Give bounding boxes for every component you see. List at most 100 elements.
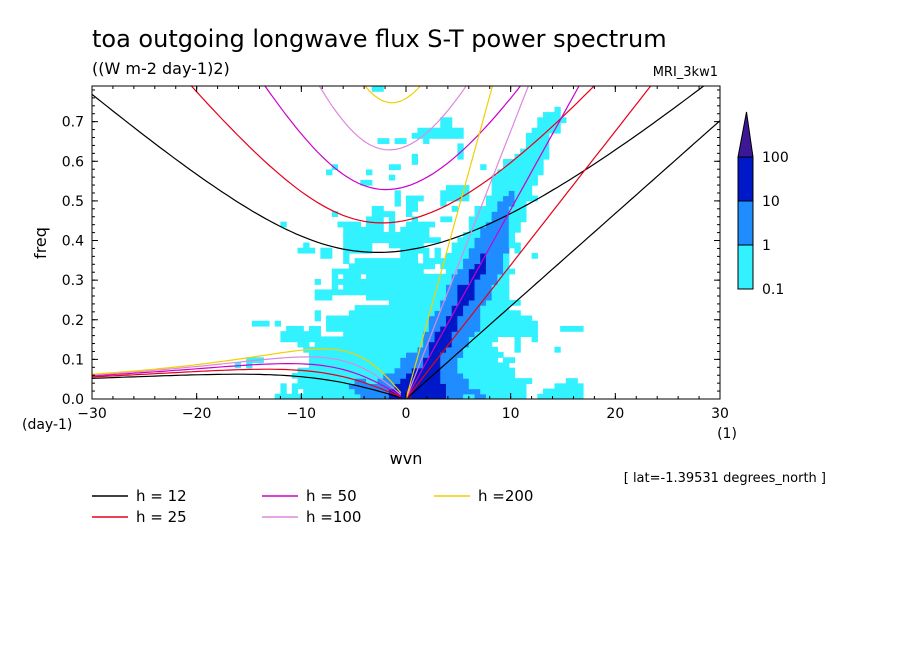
- heat-cell: [308, 378, 316, 384]
- heat-cell: [388, 346, 396, 353]
- heat-cell: [520, 179, 527, 186]
- heat-cell: [497, 310, 504, 317]
- heat-cell: [451, 263, 458, 270]
- heat-cell: [480, 388, 487, 395]
- heat-cell: [343, 252, 350, 259]
- heat-cell: [440, 190, 447, 197]
- heat-cell: [388, 263, 396, 270]
- heat-cell: [423, 279, 430, 285]
- heat-cell: [331, 211, 339, 218]
- heat-cell: [503, 195, 510, 202]
- heat-cell: [440, 372, 447, 379]
- heat-cell: [468, 273, 476, 280]
- heat-cell: [280, 383, 287, 390]
- heat-cell: [377, 325, 384, 332]
- heat-cell: [503, 252, 510, 259]
- heat-cell: [480, 352, 487, 358]
- heat-cell: [543, 153, 550, 160]
- heat-cell: [400, 336, 407, 343]
- heat-cell: [343, 289, 350, 296]
- heat-cell: [457, 315, 464, 322]
- heat-cell: [331, 336, 339, 343]
- heat-cell: [371, 388, 379, 395]
- heat-cell: [560, 325, 567, 332]
- heat-cell: [451, 273, 458, 280]
- heat-cell: [491, 372, 498, 379]
- heat-cell: [366, 289, 373, 296]
- kelvin-wave-curve-h50: [405, 86, 580, 399]
- heat-cell: [485, 346, 493, 353]
- heat-cell: [320, 378, 327, 384]
- heat-cell: [417, 237, 424, 244]
- heat-cell: [440, 325, 447, 332]
- heat-cell: [508, 315, 516, 322]
- heat-cell: [423, 263, 430, 270]
- heat-cell: [554, 346, 561, 353]
- heat-cell: [377, 211, 384, 218]
- heat-cell: [520, 200, 527, 207]
- heat-cell: [303, 393, 310, 399]
- heat-cell: [331, 268, 339, 275]
- heat-cell: [457, 352, 464, 358]
- heat-cell: [286, 336, 293, 343]
- heat-cell: [514, 388, 521, 395]
- heat-cell: [348, 352, 356, 358]
- heat-cell: [343, 372, 350, 379]
- heat-cell: [480, 294, 487, 301]
- heat-cell: [520, 159, 527, 165]
- heat-cell: [531, 331, 538, 337]
- heat-cell: [348, 331, 356, 337]
- heat-cell: [428, 127, 436, 134]
- heat-cell: [343, 357, 350, 364]
- heat-cell: [445, 383, 453, 390]
- heat-cell: [468, 310, 476, 317]
- heat-cell: [508, 195, 516, 202]
- heat-cell: [497, 378, 504, 384]
- heat-cell: [406, 367, 413, 374]
- colorbar-label: 100: [762, 150, 789, 166]
- heat-cell: [354, 346, 361, 353]
- heat-cell: [286, 393, 293, 399]
- heat-cell: [388, 388, 396, 395]
- heat-cell: [303, 372, 310, 379]
- heat-cell: [565, 378, 573, 384]
- x-axis-label: wvn: [390, 449, 423, 468]
- heat-cell: [485, 200, 493, 207]
- heat-cell: [468, 237, 476, 244]
- heat-cell: [400, 341, 407, 348]
- y-axis-label: freq: [31, 227, 50, 259]
- heat-cell: [485, 205, 493, 212]
- heat-cell: [406, 320, 413, 327]
- heat-cell: [491, 205, 498, 212]
- heat-cell: [423, 237, 430, 244]
- heat-cell: [343, 341, 350, 348]
- heat-cell: [445, 127, 453, 134]
- heat-cell: [337, 279, 344, 285]
- heat-cell: [571, 378, 578, 384]
- heat-cell: [326, 367, 333, 374]
- heat-cell: [491, 252, 498, 259]
- heat-cell: [491, 378, 498, 384]
- heat-cell: [480, 258, 487, 264]
- heat-cell: [457, 190, 464, 197]
- heat-cell: [503, 357, 510, 364]
- heat-cell: [434, 279, 441, 285]
- heat-cell: [514, 320, 521, 327]
- heat-cell: [503, 320, 510, 327]
- heat-cell: [383, 232, 390, 238]
- heat-cell: [480, 237, 487, 244]
- legend-label: h =200: [478, 487, 533, 505]
- heat-cell: [468, 263, 476, 270]
- heat-cell: [417, 284, 424, 291]
- heat-cell: [474, 299, 481, 306]
- heat-cell: [543, 388, 550, 395]
- heat-cell: [406, 242, 413, 249]
- x-tick-label: −20: [182, 406, 212, 422]
- heat-cell: [457, 336, 464, 343]
- heat-cell: [514, 346, 521, 353]
- heat-cell: [366, 273, 373, 280]
- heat-cell: [417, 352, 424, 358]
- heat-cell: [434, 352, 441, 358]
- heat-cell: [400, 279, 407, 285]
- heat-cell: [366, 237, 373, 244]
